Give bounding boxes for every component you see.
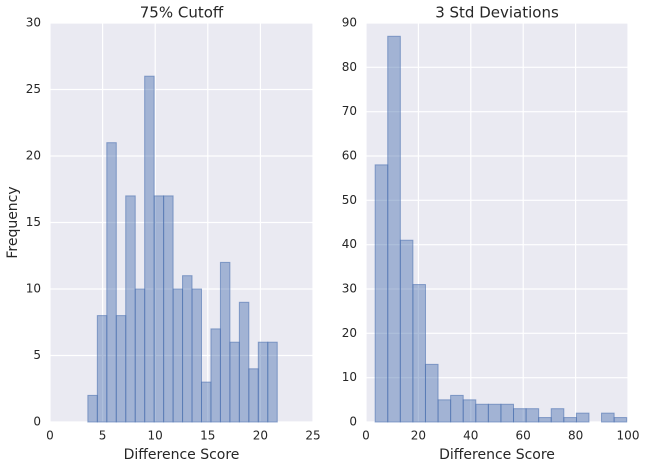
- bar: [200, 381, 212, 423]
- y-tick-label: 10: [342, 370, 357, 384]
- bar: [437, 399, 452, 423]
- bar: [163, 195, 174, 423]
- bar: [182, 275, 193, 423]
- bar: [248, 368, 259, 423]
- bar: [563, 417, 577, 423]
- y-tick-label: 50: [342, 193, 357, 207]
- bar: [134, 288, 146, 423]
- bar: [153, 195, 165, 423]
- bar: [487, 403, 502, 423]
- x-tick-label: 10: [148, 429, 163, 443]
- bar: [424, 363, 439, 423]
- bar: [513, 408, 527, 423]
- bar: [412, 284, 426, 423]
- bar: [450, 394, 464, 423]
- x-tick-label: 0: [362, 429, 370, 443]
- bar: [575, 412, 590, 423]
- y-tick-label: 40: [342, 237, 357, 251]
- x-tick-label: 100: [617, 429, 640, 443]
- bar: [387, 35, 401, 423]
- bar: [106, 142, 117, 423]
- chart-title: 75% Cutoff: [140, 4, 224, 22]
- bar: [115, 315, 127, 423]
- y-tick-label: 0: [349, 415, 357, 429]
- y-tick-label: 10: [26, 282, 41, 296]
- y-tick-label: 20: [342, 326, 357, 340]
- y-tick-label: 30: [26, 16, 41, 30]
- x-tick-label: 15: [200, 429, 215, 443]
- x-tick-label: 0: [46, 429, 54, 443]
- bar: [374, 164, 389, 423]
- y-tick-label: 60: [342, 149, 357, 163]
- x-tick-label: 5: [99, 429, 107, 443]
- bar: [399, 239, 414, 423]
- x-tick-label: 20: [411, 429, 426, 443]
- bar: [601, 412, 615, 423]
- y-tick-label: 25: [26, 82, 41, 96]
- x-tick-label: 60: [516, 429, 531, 443]
- y-tick-label: 20: [26, 149, 41, 163]
- bar: [210, 328, 221, 423]
- x-tick-label: 20: [253, 429, 268, 443]
- x-tick-label: 25: [305, 429, 320, 443]
- bar: [267, 341, 278, 423]
- bar: [462, 399, 477, 423]
- y-tick-label: 30: [342, 282, 357, 296]
- bar: [144, 75, 155, 423]
- bar: [87, 394, 98, 423]
- bar: [125, 195, 136, 423]
- bar: [538, 417, 552, 423]
- y-tick-label: 70: [342, 104, 357, 118]
- bar: [257, 341, 269, 423]
- bar: [613, 417, 628, 423]
- bar: [475, 403, 489, 423]
- bar: [238, 301, 250, 423]
- bar: [172, 288, 184, 423]
- y-tick-label: 5: [33, 348, 41, 362]
- bar: [550, 408, 565, 423]
- x-axis-label: Difference Score: [439, 447, 555, 463]
- y-tick-label: 90: [342, 16, 357, 30]
- y-axis-label: Frequency: [5, 186, 21, 258]
- chart-title: 3 Std Deviations: [435, 4, 559, 22]
- bar: [500, 403, 515, 423]
- y-tick-label: 15: [26, 215, 41, 229]
- x-tick-label: 40: [463, 429, 478, 443]
- plot-area: [366, 23, 628, 422]
- bar: [525, 408, 540, 423]
- bar: [229, 341, 240, 423]
- x-tick-label: 80: [568, 429, 583, 443]
- y-tick-label: 80: [342, 60, 357, 74]
- bar: [219, 261, 231, 423]
- bar: [191, 288, 202, 423]
- bar: [96, 315, 108, 423]
- y-tick-label: 0: [33, 415, 41, 429]
- x-axis-label: Difference Score: [124, 447, 240, 463]
